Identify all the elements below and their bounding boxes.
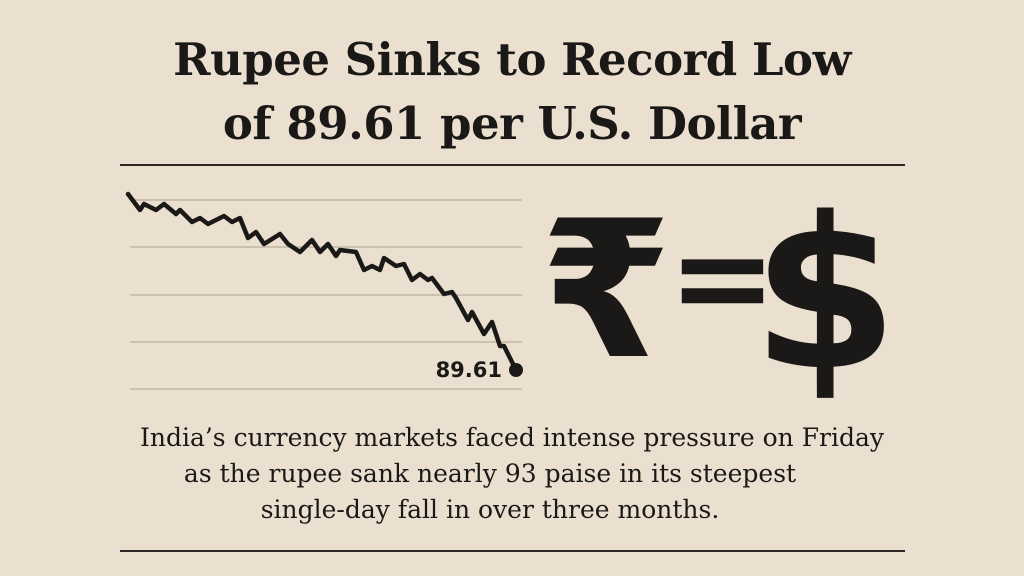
end-value-label: 89.61 xyxy=(436,358,502,382)
body-text-line-3: single-day fall in over three months. xyxy=(260,495,720,524)
end-point-marker xyxy=(509,363,523,377)
body-text-line-2: as the rupee sank nearly 93 paise in its… xyxy=(183,459,797,488)
headline-line-2: of 89.61 per U.S. Dollar xyxy=(222,97,802,150)
headline-line-1: Rupee Sinks to Record Low xyxy=(173,33,851,86)
rupee-symbol-icon: ₹ xyxy=(540,180,673,401)
bottom-divider xyxy=(120,550,905,552)
equals-sign-icon: = xyxy=(668,201,777,353)
body-text-line-1: India’s currency markets faced intense p… xyxy=(139,423,885,452)
series-line xyxy=(125,191,519,373)
dollar-symbol-icon: $ xyxy=(752,172,899,417)
top-divider xyxy=(120,164,905,166)
